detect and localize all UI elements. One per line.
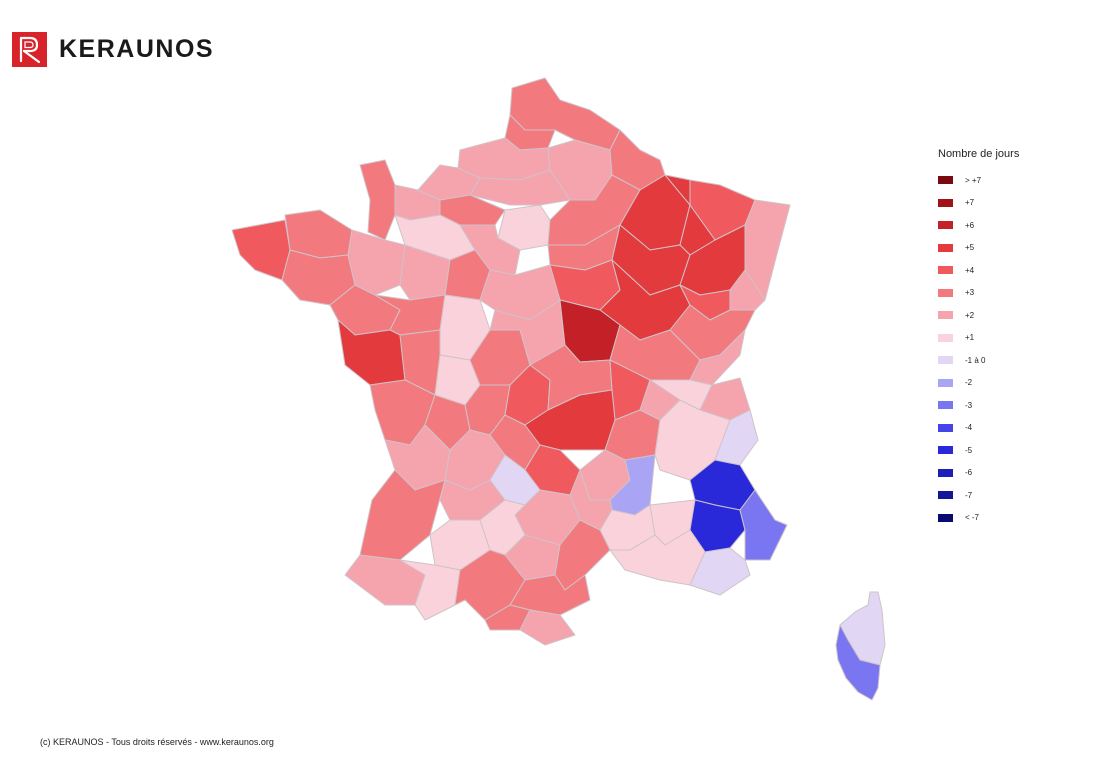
department-hautes-pyrenees bbox=[399, 559, 461, 621]
department-pyrenees-orientales bbox=[519, 609, 576, 646]
legend-item: +5 bbox=[938, 237, 1088, 260]
legend-label: +3 bbox=[965, 288, 975, 298]
legend-label: -2 bbox=[965, 378, 973, 388]
legend: Nombre de jours > +7 +7 +6 +5 +4 +3 +2 +1 -1 à 0… bbox=[938, 148, 1088, 529]
legend-swatch bbox=[938, 333, 953, 342]
legend-item: > +7 bbox=[938, 169, 1088, 192]
department-manche bbox=[359, 159, 396, 241]
legend-swatch bbox=[938, 198, 953, 207]
legend-label: +1 bbox=[965, 333, 975, 343]
department-eure-et-loir bbox=[459, 224, 521, 276]
legend-item: -7 bbox=[938, 484, 1088, 507]
copyright-footer: (c) KERAUNOS - Tous droits réservés - ww… bbox=[40, 737, 274, 747]
legend-swatch bbox=[938, 243, 953, 252]
legend-item: -1 à 0 bbox=[938, 349, 1088, 372]
legend-swatch bbox=[938, 288, 953, 297]
legend-item: -6 bbox=[938, 462, 1088, 485]
legend-item: +4 bbox=[938, 259, 1088, 282]
legend-item: +3 bbox=[938, 282, 1088, 305]
department-oise bbox=[469, 169, 571, 206]
department-corse-du-sud bbox=[835, 624, 881, 701]
legend-label: +7 bbox=[965, 198, 975, 208]
department-ille-et-vilaine bbox=[347, 229, 406, 296]
keraunos-logo: KERAUNOS bbox=[12, 32, 214, 67]
department-alpes-maritimes bbox=[739, 489, 788, 561]
legend-label: -7 bbox=[965, 490, 973, 500]
legend-label: -1 à 0 bbox=[965, 355, 986, 365]
legend-swatch bbox=[938, 356, 953, 365]
legend-item: -2 bbox=[938, 372, 1088, 395]
legend-swatch bbox=[938, 266, 953, 275]
legend-item: < -7 bbox=[938, 507, 1088, 530]
legend-label: +5 bbox=[965, 243, 975, 253]
legend-swatch bbox=[938, 221, 953, 230]
legend-swatch bbox=[938, 468, 953, 477]
legend-item: -4 bbox=[938, 417, 1088, 440]
legend-item: +2 bbox=[938, 304, 1088, 327]
legend-label: -4 bbox=[965, 423, 973, 433]
legend-swatch bbox=[938, 513, 953, 522]
legend-swatch bbox=[938, 378, 953, 387]
legend-item: +6 bbox=[938, 214, 1088, 237]
legend-list: > +7 +7 +6 +5 +4 +3 +2 +1 -1 à 0 -2 -3 -4 -5 -6 -7 < -7 bbox=[938, 169, 1088, 529]
department-finistere bbox=[231, 219, 291, 281]
legend-item: +7 bbox=[938, 192, 1088, 215]
legend-label: -5 bbox=[965, 445, 973, 455]
keraunos-logo-icon bbox=[12, 32, 47, 67]
legend-label: +6 bbox=[965, 220, 975, 230]
legend-swatch bbox=[938, 446, 953, 455]
legend-swatch bbox=[938, 491, 953, 500]
department-cotes-darmor bbox=[284, 209, 353, 259]
legend-swatch bbox=[938, 176, 953, 185]
legend-item: -5 bbox=[938, 439, 1088, 462]
legend-swatch bbox=[938, 311, 953, 320]
legend-swatch bbox=[938, 423, 953, 432]
legend-title: Nombre de jours bbox=[938, 148, 1020, 160]
legend-label: < -7 bbox=[965, 513, 980, 523]
legend-label: -3 bbox=[965, 400, 973, 410]
legend-label: +2 bbox=[965, 310, 975, 320]
legend-swatch bbox=[938, 401, 953, 410]
legend-item: -3 bbox=[938, 394, 1088, 417]
legend-item: +1 bbox=[938, 327, 1088, 350]
department-bouches-du-rhone bbox=[609, 529, 706, 586]
legend-label: -6 bbox=[965, 468, 973, 478]
brand-name: KERAUNOS bbox=[59, 35, 215, 63]
department-landes bbox=[359, 469, 446, 561]
department-savoie bbox=[714, 409, 759, 466]
department-var bbox=[689, 547, 751, 596]
legend-label: +4 bbox=[965, 265, 975, 275]
legend-label: > +7 bbox=[965, 175, 982, 185]
